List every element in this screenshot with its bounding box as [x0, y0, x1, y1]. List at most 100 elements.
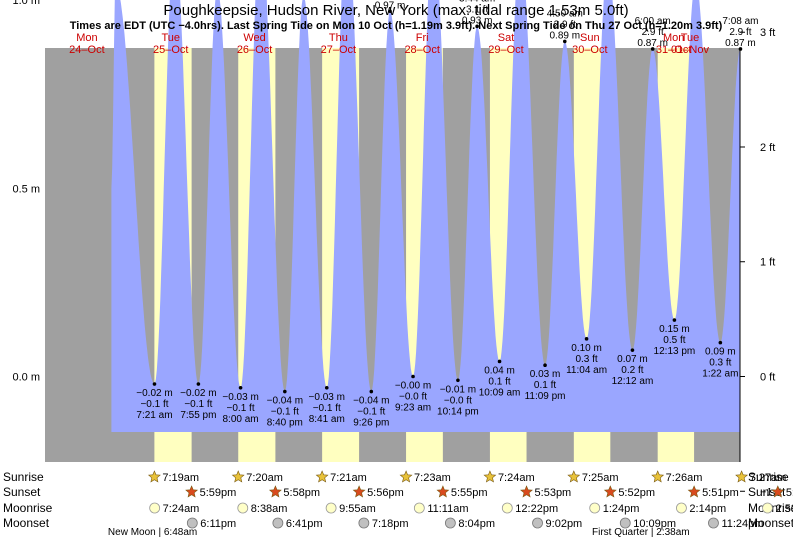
day-of-week-label: Fri — [416, 32, 429, 44]
low-tide-feet: −0.0 ft — [444, 395, 472, 406]
low-tide-point — [497, 359, 502, 364]
low-tide-feet: 0.2 ft — [621, 365, 643, 376]
row-label-right: Sunrise — [748, 470, 789, 484]
day-date-label: 30–Oct — [572, 44, 607, 56]
sunrise-time: 7:19am — [162, 472, 199, 484]
moonrise-icon — [762, 502, 773, 514]
sun-moon-table: SunriseSunriseSunsetSunsetMoonriseMoonri… — [3, 470, 793, 538]
high-tide-time: 7:08 am — [722, 16, 758, 27]
sunrise-icon — [147, 470, 161, 483]
low-tide-time: 10:09 am — [479, 387, 521, 398]
low-tide-metres: −0.00 m — [395, 381, 431, 392]
low-tide-point — [369, 389, 374, 394]
low-tide-point — [411, 374, 415, 379]
sunrise-time: 7:24am — [498, 472, 535, 484]
sunset-icon — [771, 485, 785, 498]
moonrise-time: 12:22pm — [515, 503, 558, 515]
low-tide-point — [238, 385, 243, 390]
sunrise-icon — [735, 470, 749, 483]
moonset-icon — [619, 517, 631, 529]
low-tide-metres: −0.02 m — [136, 388, 172, 399]
low-tide-feet: −0.1 ft — [357, 407, 385, 418]
moonset-time: 10:09pm — [633, 518, 676, 530]
high-tide-point — [562, 39, 567, 44]
y-left-tick-label: 0.5 m — [12, 183, 40, 195]
high-tide-feet: 2.9 ft — [642, 27, 664, 38]
tide-labels-layer: −0.02 m−0.1 ft7:21 am1:06 pm3.8 ft1.16 m… — [136, 0, 758, 429]
moonset-time: 8:04pm — [458, 518, 495, 530]
y-right-tick-label: 2 ft — [760, 142, 775, 154]
sunrise-time: 7:20am — [246, 472, 283, 484]
high-tide-point — [388, 9, 392, 14]
moonset-time: 6:41pm — [286, 518, 323, 530]
sunrise-icon — [651, 470, 665, 483]
high-tide-metres: 0.97 m — [375, 0, 406, 11]
y-left-tick-label: 1.0 m — [12, 0, 40, 7]
chart-subtitle: Times are EDT (UTC −4.0hrs). Last Spring… — [70, 20, 723, 32]
day-of-week-label: Wed — [243, 32, 265, 44]
low-tide-point — [672, 318, 677, 322]
low-tide-feet: −0.1 ft — [271, 407, 299, 418]
sunset-time: 5:59pm — [200, 487, 237, 499]
low-tide-feet: −0.0 ft — [399, 392, 427, 403]
day-of-week-label: Mon — [76, 32, 97, 44]
low-tide-metres: −0.02 m — [180, 388, 216, 399]
low-tide-time: 8:00 am — [223, 414, 259, 425]
sunrise-icon — [315, 470, 329, 483]
day-date-label: 28–Oct — [404, 44, 439, 56]
day-of-week-label: Tue — [681, 32, 700, 44]
moonrise-time: 2:14pm — [689, 503, 726, 515]
low-tide-feet: 0.3 ft — [709, 358, 731, 369]
high-tide-feet: 2.9 ft — [554, 19, 576, 30]
low-tide-metres: 0.03 m — [530, 369, 561, 380]
day-of-week-label: Sun — [580, 32, 600, 44]
moonrise-time: 7:24am — [163, 503, 200, 515]
low-tide-metres: 0.15 m — [659, 324, 690, 335]
day-date-label: 24–Oct — [69, 44, 104, 56]
low-tide-time: 7:55 pm — [180, 410, 216, 421]
sunset-time: 5:58pm — [283, 487, 320, 499]
low-tide-point — [324, 385, 329, 390]
sunrise-icon — [567, 470, 581, 483]
high-tide-metres: 0.87 m — [637, 38, 668, 49]
row-label-left: Sunrise — [3, 470, 44, 484]
moonrise-icon — [676, 502, 687, 514]
sunset-time: 5:53pm — [535, 487, 572, 499]
moonrise-time: 1:24pm — [603, 503, 640, 515]
y-left-tick-label: 0.0 m — [12, 372, 40, 384]
low-tide-feet: 0.3 ft — [575, 354, 597, 365]
day-date-label: 01–Nov — [671, 44, 709, 56]
sunset-time: 5:50pm — [786, 487, 793, 499]
low-tide-point — [718, 340, 723, 345]
low-tide-point — [283, 389, 287, 394]
y-right-tick-label: 3 ft — [760, 27, 775, 39]
sunset-time: 5:55pm — [451, 487, 488, 499]
moonrise-icon — [413, 502, 425, 514]
moonset-icon — [186, 517, 198, 529]
high-tide-metres: 0.93 m — [462, 15, 493, 26]
low-tide-metres: 0.10 m — [571, 343, 602, 354]
sunset-icon — [687, 485, 701, 498]
day-date-label: 25–Oct — [153, 44, 188, 56]
low-tide-feet: 0.5 ft — [663, 335, 685, 346]
sunset-icon — [520, 485, 533, 498]
day-of-week-label: Sat — [498, 32, 515, 44]
day-date-label: 27–Oct — [321, 44, 356, 56]
high-tide-feet: 3.1 ft — [466, 4, 488, 15]
y-right-tick-label: 0 ft — [760, 372, 775, 384]
moonrise-time: 9:55am — [339, 503, 376, 515]
moonset-time: 11:24pm — [721, 518, 763, 530]
low-tide-time: 1:22 am — [702, 369, 738, 380]
high-tide-point — [650, 47, 655, 51]
low-tide-metres: −0.03 m — [309, 392, 345, 403]
low-tide-metres: −0.04 m — [267, 396, 303, 407]
sunset-icon — [268, 485, 282, 498]
moonset-icon — [358, 517, 370, 529]
low-tide-metres: −0.04 m — [353, 396, 389, 407]
sunrise-time: 7:21am — [330, 472, 367, 484]
y-right-tick-label: 1 ft — [760, 257, 775, 269]
high-tide-point — [475, 24, 479, 29]
low-tide-time: 10:14 pm — [437, 406, 479, 417]
low-tide-metres: 0.04 m — [484, 365, 515, 376]
